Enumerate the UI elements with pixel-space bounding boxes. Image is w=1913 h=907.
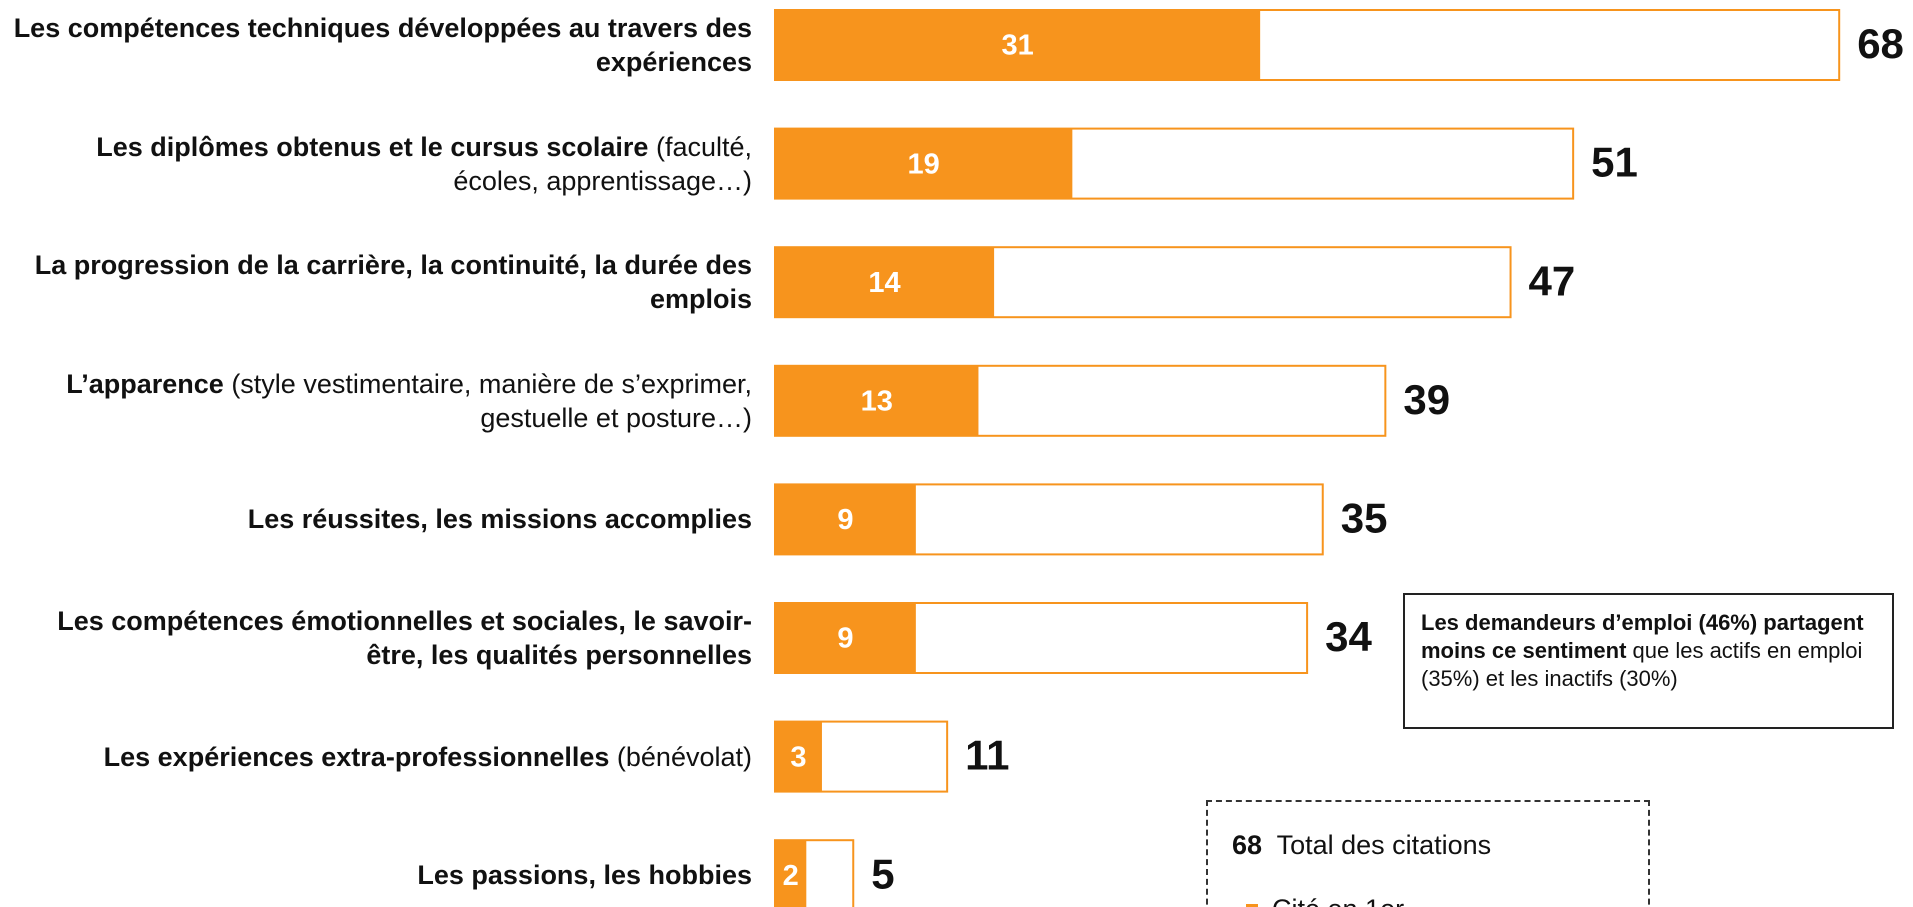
bar-first	[775, 840, 807, 907]
category-name: Les expériences extra-professionnelles	[103, 741, 610, 772]
annotation: Les demandeurs d’emploi (46%) partagent …	[1403, 593, 1894, 729]
category-name: L’apparence	[66, 368, 224, 399]
annotation-bold: Les demandeurs d’emploi (46%) partagent …	[1421, 610, 1864, 663]
category-name: La progression de la carrière, la contin…	[34, 250, 752, 315]
category-label: L’apparence (style vestimentaire, manièr…	[10, 351, 752, 451]
category-label: Les passions, les hobbies	[10, 825, 752, 907]
value-label-first: 2	[783, 860, 799, 892]
category-note: (faculté, écoles, apprentissage…)	[453, 131, 752, 196]
category-name: Les compétences émotionnelles et sociale…	[57, 606, 752, 670]
value-label-total: 51	[1591, 139, 1638, 186]
bar-first	[775, 484, 916, 555]
category-name: Les diplômes obtenus et le cursus scolai…	[96, 131, 649, 162]
category-text: L’apparence (style vestimentaire, manièr…	[10, 367, 752, 435]
bar-first	[775, 10, 1261, 80]
bar-first	[775, 365, 979, 436]
category-text: Les expériences extra-professionnelles (…	[104, 740, 752, 774]
legend-sample: 68	[1232, 830, 1263, 860]
value-label-total: 39	[1403, 376, 1450, 423]
bar-first	[775, 247, 995, 318]
category-name: Les compétences techniques développées a…	[13, 13, 752, 77]
category-note: (style vestimentaire, manière de s’expri…	[231, 368, 752, 433]
value-label-first: 13	[861, 385, 893, 417]
value-label-first: 3	[790, 741, 806, 773]
category-label: Les compétences émotionnelles et sociale…	[10, 588, 752, 688]
category-text: Les compétences émotionnelles et sociale…	[10, 604, 752, 672]
category-label: La progression de la carrière, la contin…	[10, 232, 752, 332]
value-label-first: 9	[837, 504, 853, 536]
value-label-total: 47	[1529, 257, 1576, 304]
category-label: Les expériences extra-professionnelles (…	[10, 707, 752, 807]
category-name: Les réussites, les missions accomplies	[247, 504, 752, 535]
category-label: Les compétences techniques développées a…	[10, 0, 752, 95]
category-text: Les diplômes obtenus et le cursus scolai…	[10, 130, 752, 198]
legend: 68 Total des citations Cité en 1er	[1206, 800, 1650, 907]
category-text: La progression de la carrière, la contin…	[10, 248, 752, 316]
legend-entry: Cité en 1er	[1246, 894, 1404, 907]
value-label-total: 34	[1325, 613, 1372, 660]
value-label-total: 68	[1857, 20, 1904, 67]
annotation-text: que les actifs en emploi (35%) et les in…	[1421, 638, 1863, 691]
value-label-first: 19	[908, 148, 940, 180]
category-text: Les réussites, les missions accomplies	[248, 502, 752, 536]
category-text: Les compétences techniques développées a…	[10, 11, 752, 79]
category-note: (bénévolat)	[616, 741, 752, 772]
category-label: Les réussites, les missions accomplies	[10, 469, 752, 569]
value-label-total: 35	[1341, 494, 1388, 541]
category-name: Les passions, les hobbies	[417, 860, 752, 891]
legend-swatch	[1246, 903, 1258, 907]
category-label: Les diplômes obtenus et le cursus scolai…	[10, 114, 752, 214]
value-label-first: 31	[1001, 30, 1033, 62]
legend-label: Total des citations	[1276, 830, 1492, 860]
legend-label: Cité en 1er	[1272, 894, 1404, 907]
value-label-first: 14	[868, 267, 900, 299]
bar-first	[775, 128, 1073, 199]
value-label-total: 5	[871, 850, 894, 897]
bar-first	[775, 721, 822, 792]
value-label-total: 11	[965, 732, 1009, 779]
value-label-first: 9	[837, 623, 853, 655]
category-text: Les passions, les hobbies	[417, 858, 752, 892]
bar-first	[775, 603, 916, 673]
legend-entry: 68 Total des citations	[1232, 830, 1491, 861]
